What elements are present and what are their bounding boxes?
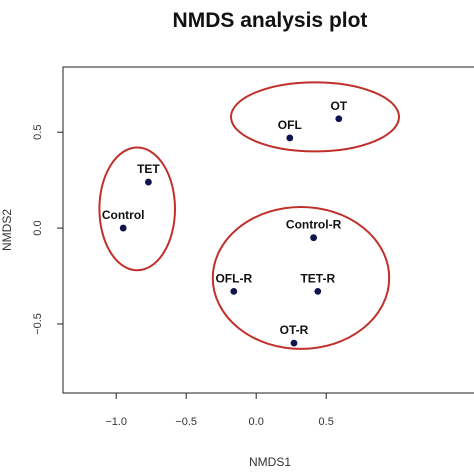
x-tick-label: −1.0 <box>105 416 127 428</box>
y-tick-label: 0.0 <box>32 220 44 235</box>
data-point-ot <box>335 115 343 123</box>
point-label-control: Control <box>102 208 145 222</box>
x-tick-label: 0.5 <box>319 416 334 428</box>
data-point-tet-r <box>314 287 322 295</box>
point-label-tet: TET <box>137 162 160 176</box>
data-point-control-r <box>310 234 317 242</box>
point-label-ot: OT <box>330 99 347 113</box>
data-points: OT OFL TET Control Control-R OFL-R TET-R OT-R <box>102 99 348 347</box>
data-point-ofl-r <box>230 287 238 295</box>
chart-title: NMDS analysis plot <box>173 9 368 32</box>
data-point-ot-r <box>290 339 298 347</box>
point-label-control-r: Control-R <box>286 218 342 232</box>
y-axis-title: NMDS2 <box>0 209 14 251</box>
plot-frame <box>62 66 474 394</box>
point-label-ofl: OFL <box>278 118 302 132</box>
data-point-ofl <box>286 134 294 142</box>
y-tick-label: 0.5 <box>32 125 44 140</box>
point-label-tet-r: TET-R <box>300 271 335 285</box>
ellipse-group-ofl-ot <box>230 81 400 153</box>
x-axis: −1.0 −0.5 0.0 0.5 <box>105 393 334 428</box>
x-tick-label: 0.0 <box>249 416 264 428</box>
group-ellipses <box>98 81 400 350</box>
point-label-ot-r: OT-R <box>280 323 309 337</box>
x-tick-label: −0.5 <box>175 416 197 428</box>
x-axis-title: NMDS1 <box>249 455 291 469</box>
data-point-control <box>119 224 127 232</box>
ellipse-group-resistant <box>211 205 391 350</box>
data-point-tet <box>145 178 152 186</box>
ellipse-group-tet-control <box>98 146 176 272</box>
y-axis: −0.5 0.0 0.5 <box>32 125 63 335</box>
point-label-ofl-r: OFL-R <box>215 271 252 285</box>
y-tick-label: −0.5 <box>32 313 44 335</box>
